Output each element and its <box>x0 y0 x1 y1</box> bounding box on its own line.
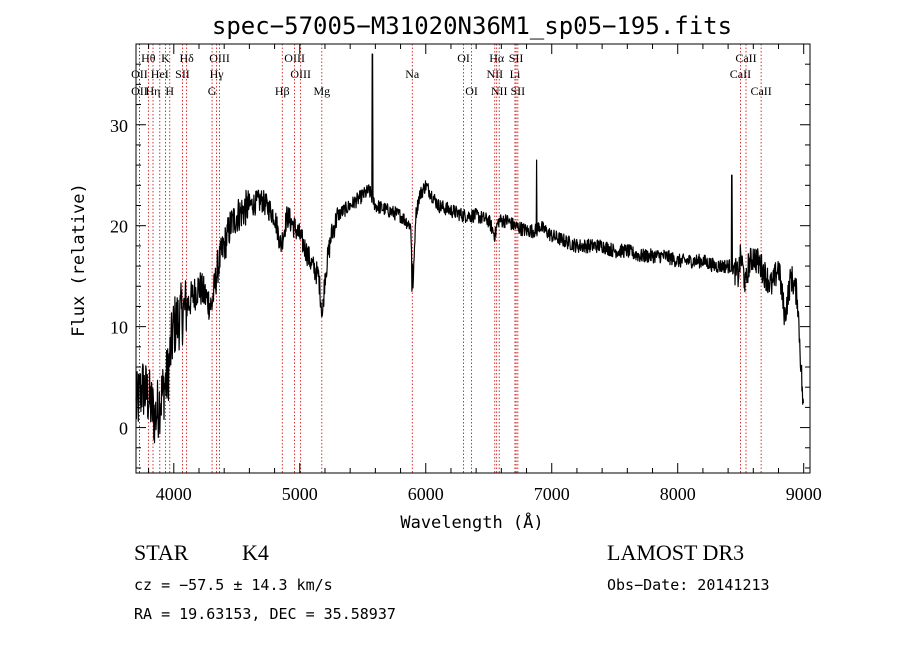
sky-coordinates: RA = 19.63153, DEC = 35.58937 <box>134 605 396 623</box>
line-label: K <box>161 51 170 65</box>
x-tick-label: 8000 <box>660 484 696 504</box>
line-label: Li <box>510 67 521 81</box>
x-tick-label: 7000 <box>534 484 570 504</box>
x-tick-label: 4000 <box>156 484 192 504</box>
line-label: OII <box>131 84 148 98</box>
line-label: Hα <box>489 51 505 65</box>
line-label: CaII <box>730 67 751 81</box>
line-label: SII <box>509 51 524 65</box>
spectrum-line <box>135 53 804 444</box>
line-label: NII <box>486 67 503 81</box>
survey-name: LAMOST DR3 <box>607 540 745 565</box>
y-tick-label: 0 <box>119 419 128 439</box>
observation-date: Obs−Date: 20141213 <box>607 576 770 594</box>
line-label: CaII <box>735 51 756 65</box>
line-label: HeI <box>151 67 169 81</box>
object-class: STAR <box>134 540 189 565</box>
line-label: CaII <box>750 84 771 98</box>
y-tick-label: 10 <box>110 318 128 338</box>
plot-frame <box>135 43 811 474</box>
line-label: NII <box>491 84 508 98</box>
y-tick-label: 20 <box>110 217 128 237</box>
line-label: OIII <box>290 67 311 81</box>
x-tick-label: 9000 <box>786 484 822 504</box>
x-axis-label: Wavelength (Å) <box>400 511 543 533</box>
x-tick-label: 6000 <box>408 484 444 504</box>
line-label: SII <box>175 67 190 81</box>
line-label: Hθ <box>141 51 156 65</box>
line-label: Hδ <box>179 51 194 65</box>
y-tick-label: 30 <box>110 116 128 136</box>
line-label: OII <box>131 67 148 81</box>
line-label: G <box>208 84 217 98</box>
y-axis-ticks: 0 10 20 30 <box>110 63 810 469</box>
chart-title: spec−57005−M31020N36M1_sp05−195.fits <box>212 12 732 40</box>
redshift-velocity: cz = −57.5 ± 14.3 km/s <box>134 576 333 594</box>
line-label: OIII <box>209 51 230 65</box>
line-label: H <box>165 84 174 98</box>
object-subclass: K4 <box>242 540 269 565</box>
line-label: OIII <box>284 51 305 65</box>
line-label: SII <box>511 84 526 98</box>
x-axis-ticks: 4000 5000 6000 7000 8000 9000 <box>148 44 822 504</box>
line-label: Hη <box>146 84 161 98</box>
y-axis-label: Flux (relative) <box>69 183 89 337</box>
x-tick-label: 5000 <box>282 484 318 504</box>
line-label: Hβ <box>275 84 290 98</box>
line-label: OI <box>465 84 478 98</box>
line-label: Na <box>405 67 420 81</box>
line-label: OI <box>457 51 470 65</box>
line-label: Hγ <box>210 67 225 81</box>
line-label: Mg <box>313 84 330 98</box>
